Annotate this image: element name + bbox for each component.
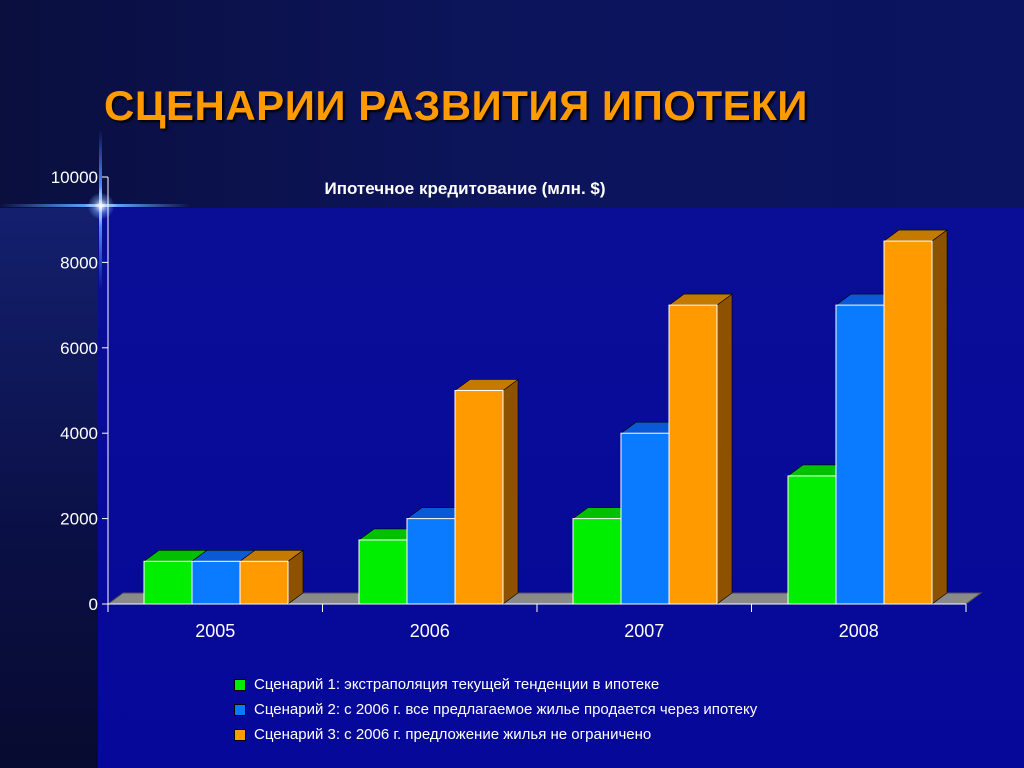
bar-side	[502, 378, 519, 605]
y-tick-label: 2000	[60, 510, 98, 529]
bar	[239, 560, 289, 605]
chart-title: Ипотечное кредитование (млн. $)	[324, 179, 605, 198]
bar	[787, 475, 837, 605]
chart-legend: Сценарий 1: экстраполяция текущей тенден…	[234, 672, 757, 747]
bar	[358, 539, 408, 605]
chart-bars	[143, 229, 948, 605]
bar	[406, 518, 456, 605]
x-tick-label: 2008	[839, 621, 879, 641]
legend-item-scenario-2: Сценарий 2: с 2006 г. все предлагаемое ж…	[234, 697, 757, 722]
light-flare-glow	[88, 193, 114, 219]
y-tick-label: 4000	[60, 424, 98, 443]
bar	[835, 304, 885, 605]
y-tick-label: 8000	[60, 253, 98, 272]
y-tick-label: 6000	[60, 339, 98, 358]
legend-label-scenario-3: Сценарий 3: с 2006 г. предложение жилья …	[254, 726, 652, 743]
legend-swatch-scenario-3	[234, 728, 246, 741]
legend-item-scenario-3: Сценарий 3: с 2006 г. предложение жилья …	[234, 722, 757, 747]
bar	[143, 560, 193, 605]
slide-background-top	[0, 0, 1024, 208]
slide-title: СЦЕНАРИИ РАЗВИТИЯ ИПОТЕКИ	[104, 82, 808, 129]
legend-swatch-scenario-1	[234, 678, 246, 691]
x-tick-label: 2006	[410, 621, 450, 641]
slide-background-left	[0, 208, 98, 768]
x-tick-label: 2007	[624, 621, 664, 641]
legend-swatch-scenario-2	[234, 703, 246, 716]
bar	[191, 560, 241, 605]
legend-label-scenario-1: Сценарий 1: экстраполяция текущей тенден…	[254, 676, 660, 693]
y-tick-label: 10000	[51, 168, 98, 187]
y-tick-label: 0	[89, 595, 98, 614]
bar	[572, 518, 622, 605]
bar	[454, 390, 504, 605]
legend-label-scenario-2: Сценарий 2: с 2006 г. все предлагаемое ж…	[254, 701, 758, 718]
bar-side	[716, 293, 733, 605]
legend-item-scenario-1: Сценарий 1: экстраполяция текущей тенден…	[234, 672, 757, 697]
bar	[620, 432, 670, 605]
bar	[883, 240, 933, 605]
bar-side	[931, 229, 948, 605]
x-tick-label: 2005	[195, 621, 235, 641]
bar	[668, 304, 718, 605]
